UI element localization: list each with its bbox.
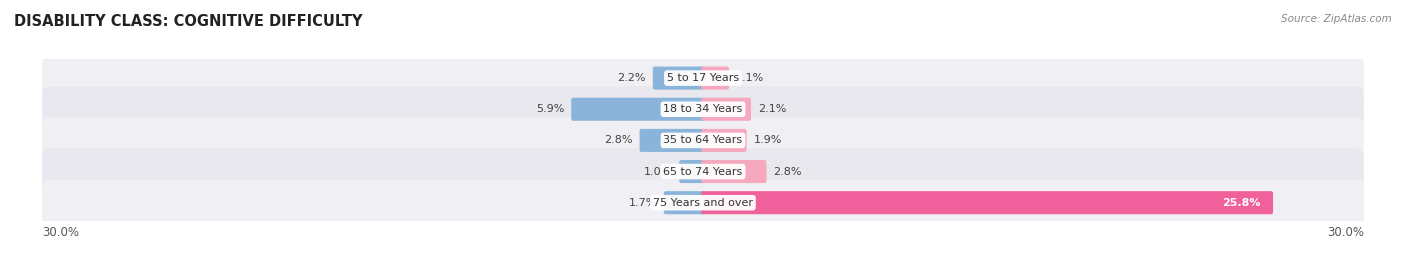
Text: 1.0%: 1.0% bbox=[644, 167, 672, 177]
Text: 2.8%: 2.8% bbox=[605, 135, 633, 146]
FancyBboxPatch shape bbox=[702, 160, 766, 183]
FancyBboxPatch shape bbox=[664, 191, 704, 214]
Text: 1.9%: 1.9% bbox=[754, 135, 782, 146]
Text: 5 to 17 Years: 5 to 17 Years bbox=[666, 73, 740, 83]
FancyBboxPatch shape bbox=[42, 180, 1364, 226]
Text: 25.8%: 25.8% bbox=[1222, 198, 1260, 208]
Text: 1.1%: 1.1% bbox=[737, 73, 765, 83]
FancyBboxPatch shape bbox=[679, 160, 704, 183]
Text: Source: ZipAtlas.com: Source: ZipAtlas.com bbox=[1281, 14, 1392, 23]
Text: 30.0%: 30.0% bbox=[42, 226, 79, 239]
FancyBboxPatch shape bbox=[571, 98, 704, 121]
Text: 30.0%: 30.0% bbox=[1327, 226, 1364, 239]
Text: 5.9%: 5.9% bbox=[536, 104, 564, 114]
Text: DISABILITY CLASS: COGNITIVE DIFFICULTY: DISABILITY CLASS: COGNITIVE DIFFICULTY bbox=[14, 14, 363, 29]
FancyBboxPatch shape bbox=[702, 129, 747, 152]
FancyBboxPatch shape bbox=[652, 67, 704, 90]
Text: 1.7%: 1.7% bbox=[628, 198, 657, 208]
FancyBboxPatch shape bbox=[702, 98, 751, 121]
Text: 75 Years and over: 75 Years and over bbox=[652, 198, 754, 208]
Text: 2.1%: 2.1% bbox=[758, 104, 786, 114]
FancyBboxPatch shape bbox=[702, 191, 1272, 214]
FancyBboxPatch shape bbox=[640, 129, 704, 152]
FancyBboxPatch shape bbox=[42, 86, 1364, 132]
Text: 2.2%: 2.2% bbox=[617, 73, 645, 83]
Text: 2.8%: 2.8% bbox=[773, 167, 801, 177]
Text: 35 to 64 Years: 35 to 64 Years bbox=[664, 135, 742, 146]
FancyBboxPatch shape bbox=[42, 55, 1364, 101]
FancyBboxPatch shape bbox=[702, 67, 728, 90]
Text: 65 to 74 Years: 65 to 74 Years bbox=[664, 167, 742, 177]
FancyBboxPatch shape bbox=[42, 117, 1364, 163]
Text: 18 to 34 Years: 18 to 34 Years bbox=[664, 104, 742, 114]
FancyBboxPatch shape bbox=[42, 148, 1364, 195]
